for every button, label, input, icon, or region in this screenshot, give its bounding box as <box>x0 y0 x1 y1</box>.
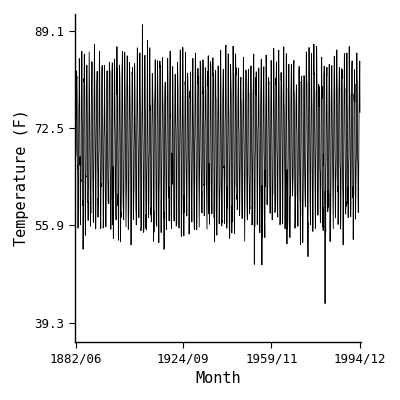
Y-axis label: Temperature (F): Temperature (F) <box>14 110 29 246</box>
X-axis label: Month: Month <box>195 371 241 386</box>
